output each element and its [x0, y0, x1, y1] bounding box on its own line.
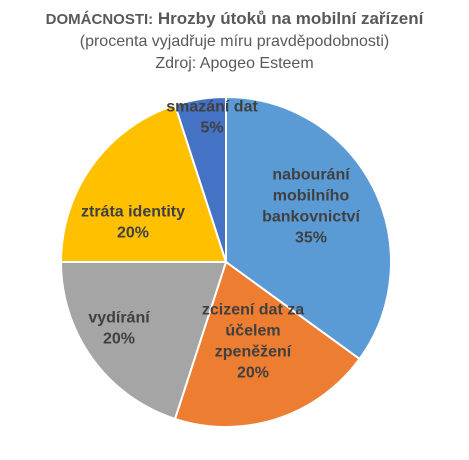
pie-slices [59, 95, 392, 428]
chart-header: DOMÁCNOSTI: Hrozby útoků na mobilní zaří… [0, 8, 469, 75]
slice-category-label: bankovnictví [262, 209, 360, 226]
slice-category-label: účelem [225, 323, 280, 340]
slice-label-2: zcizení dat za účelem zpeněžení 20% [202, 302, 304, 382]
slice-value-label: 5% [200, 120, 223, 137]
chart-title: DOMÁCNOSTI: Hrozby útoků na mobilní zaří… [0, 8, 469, 31]
pie-slice-2 [173, 260, 361, 428]
slice-category-label: vydírání [88, 310, 150, 327]
slice-label-3: vydírání 20% [88, 310, 150, 348]
slice-category-label: mobilního [273, 188, 350, 205]
slice-category-label: smazání dat [166, 99, 258, 116]
title-main: Hrozby útoků na mobilní zařízení [157, 9, 424, 28]
chart-subtitle: (procenta vyjadřuje míru pravděpodobnost… [79, 33, 390, 50]
chart-source: Zdroj: Apogeo Esteem [155, 55, 314, 72]
pie-slice-5 [173, 95, 227, 263]
slice-value-label: 20% [117, 225, 149, 242]
slice-value-label: 20% [103, 331, 135, 348]
slice-category-label: ztráta identity [81, 204, 185, 221]
slice-category-label: zcizení dat za [202, 302, 304, 319]
title-prefix: DOMÁCNOSTI: [45, 11, 154, 28]
slice-value-label: 35% [295, 230, 327, 247]
pie-labels: nabourání mobilního bankovnictví 35% zcizení… [81, 99, 360, 382]
slice-value-label: 20% [237, 365, 269, 382]
slice-label-4: ztráta identity 20% [81, 204, 185, 242]
pie-slice-1 [225, 95, 392, 361]
slice-category-label: zpeněžení [215, 344, 292, 361]
pie-slice-4 [59, 103, 228, 263]
slice-category-label: nabourání [272, 167, 350, 184]
pie-slice-3 [59, 261, 228, 421]
slice-label-5: smazání dat 5% [166, 99, 258, 137]
slice-label-1: nabourání mobilního bankovnictví 35% [262, 167, 360, 247]
